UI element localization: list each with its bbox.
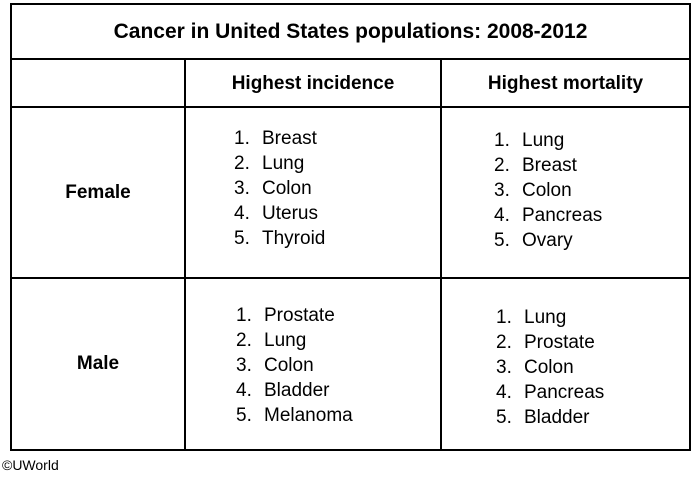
list-item: 5. Melanoma: [236, 405, 353, 426]
table-title: Cancer in United States populations: 200…: [12, 5, 689, 60]
list-item: 2. Lung: [236, 330, 307, 351]
list-item: 3. Colon: [236, 355, 314, 376]
column-divider-1: [184, 58, 186, 449]
header-divider: [12, 106, 689, 108]
list-item: 1. Lung: [496, 307, 567, 328]
copyright-notice: ©UWorld: [2, 457, 59, 473]
list-item: 2. Lung: [234, 153, 305, 174]
female-mortality-list: 1. Lung 2. Breast 3. Colon 4. Pancreas 5. Ova…: [494, 128, 602, 253]
list-item: 4. Pancreas: [496, 382, 605, 403]
list-item: 3. Colon: [234, 178, 312, 199]
list-item: 2. Prostate: [496, 332, 595, 353]
list-item: 1. Breast: [234, 128, 317, 149]
list-item: 4. Pancreas: [494, 205, 603, 226]
cancer-table: Cancer in United States populations: 200…: [10, 3, 691, 451]
header-highest-incidence: Highest incidence: [231, 73, 395, 94]
list-item: 2. Breast: [494, 155, 577, 176]
female-incidence-list: 1. Breast 2. Lung 3. Colon 4. Uterus 5. Thyro…: [234, 126, 325, 251]
list-item: 3. Colon: [496, 357, 574, 378]
row-divider: [12, 277, 689, 279]
list-item: 1. Lung: [494, 130, 565, 151]
list-item: 1. Prostate: [236, 305, 335, 326]
column-divider-2: [440, 58, 442, 449]
row-label-female: Female: [65, 181, 131, 203]
header-highest-mortality: Highest mortality: [487, 73, 644, 94]
list-item: 3. Colon: [494, 180, 572, 201]
male-incidence-list: 1. Prostate 2. Lung 3. Colon 4. Bladder 5. Me…: [236, 303, 353, 428]
list-item: 4. Uterus: [234, 203, 318, 224]
list-item: 4. Bladder: [236, 380, 330, 401]
list-item: 5. Bladder: [496, 407, 590, 428]
list-item: 5. Thyroid: [234, 228, 326, 249]
row-label-male: Male: [76, 353, 120, 374]
male-mortality-list: 1. Lung 2. Prostate 3. Colon 4. Pancreas 5. B…: [496, 305, 604, 430]
list-item: 5. Ovary: [494, 230, 573, 251]
